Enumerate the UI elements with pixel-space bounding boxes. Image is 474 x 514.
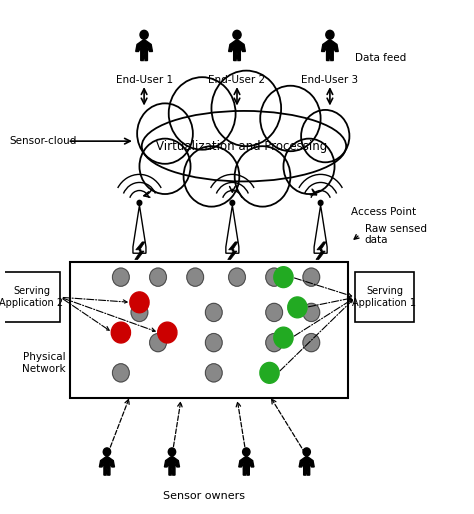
Circle shape bbox=[274, 267, 293, 287]
Circle shape bbox=[150, 334, 166, 352]
Circle shape bbox=[205, 364, 222, 382]
Text: Sensor owners: Sensor owners bbox=[164, 491, 246, 501]
Circle shape bbox=[130, 292, 149, 313]
Polygon shape bbox=[299, 456, 314, 475]
Polygon shape bbox=[239, 456, 254, 475]
Circle shape bbox=[169, 77, 236, 150]
Circle shape bbox=[266, 303, 283, 321]
Polygon shape bbox=[316, 242, 326, 260]
Circle shape bbox=[112, 268, 129, 286]
Polygon shape bbox=[136, 40, 153, 61]
Polygon shape bbox=[228, 40, 246, 61]
Text: Access Point: Access Point bbox=[351, 207, 416, 217]
Circle shape bbox=[140, 30, 148, 39]
Circle shape bbox=[274, 327, 293, 348]
Text: Sensor-cloud: Sensor-cloud bbox=[9, 136, 77, 146]
Circle shape bbox=[326, 30, 334, 39]
Circle shape bbox=[139, 139, 191, 194]
Text: End-User 1: End-User 1 bbox=[116, 75, 173, 85]
Text: Virtualization and Processing: Virtualization and Processing bbox=[156, 140, 327, 153]
Circle shape bbox=[260, 86, 320, 151]
Circle shape bbox=[318, 200, 323, 206]
Text: Data feed: Data feed bbox=[356, 53, 407, 63]
Circle shape bbox=[288, 297, 307, 318]
Polygon shape bbox=[100, 456, 114, 475]
Polygon shape bbox=[226, 206, 239, 253]
Circle shape bbox=[303, 448, 310, 456]
Circle shape bbox=[137, 200, 142, 206]
Circle shape bbox=[266, 268, 283, 286]
Circle shape bbox=[283, 139, 335, 194]
Circle shape bbox=[205, 303, 222, 321]
Polygon shape bbox=[135, 242, 145, 260]
Circle shape bbox=[205, 334, 222, 352]
Circle shape bbox=[243, 448, 250, 456]
Polygon shape bbox=[314, 206, 327, 253]
Circle shape bbox=[158, 322, 177, 343]
Circle shape bbox=[260, 362, 279, 383]
Circle shape bbox=[211, 70, 281, 146]
Text: End-User 2: End-User 2 bbox=[209, 75, 265, 85]
Circle shape bbox=[183, 146, 239, 207]
Polygon shape bbox=[228, 242, 238, 260]
Text: Raw sensed
data: Raw sensed data bbox=[365, 224, 427, 245]
Circle shape bbox=[266, 334, 283, 352]
Circle shape bbox=[131, 303, 148, 321]
FancyBboxPatch shape bbox=[2, 272, 61, 322]
FancyBboxPatch shape bbox=[356, 272, 413, 322]
Text: Physical
Network: Physical Network bbox=[21, 352, 65, 374]
Circle shape bbox=[112, 364, 129, 382]
Text: End-User 3: End-User 3 bbox=[301, 75, 358, 85]
Circle shape bbox=[303, 268, 319, 286]
Ellipse shape bbox=[142, 111, 346, 181]
Circle shape bbox=[233, 30, 241, 39]
Polygon shape bbox=[164, 456, 180, 475]
Circle shape bbox=[303, 334, 319, 352]
FancyBboxPatch shape bbox=[70, 262, 348, 398]
Circle shape bbox=[230, 200, 235, 206]
Circle shape bbox=[137, 103, 193, 164]
Circle shape bbox=[168, 448, 176, 456]
Circle shape bbox=[150, 268, 166, 286]
Circle shape bbox=[301, 110, 349, 162]
Text: Serving
Application 1: Serving Application 1 bbox=[353, 286, 417, 308]
Text: Serving
Application 2: Serving Application 2 bbox=[0, 286, 64, 308]
Polygon shape bbox=[321, 40, 338, 61]
Circle shape bbox=[187, 268, 203, 286]
Circle shape bbox=[235, 146, 291, 207]
Circle shape bbox=[228, 268, 246, 286]
Circle shape bbox=[111, 322, 130, 343]
Circle shape bbox=[103, 448, 110, 456]
Polygon shape bbox=[133, 206, 146, 253]
Circle shape bbox=[303, 303, 319, 321]
